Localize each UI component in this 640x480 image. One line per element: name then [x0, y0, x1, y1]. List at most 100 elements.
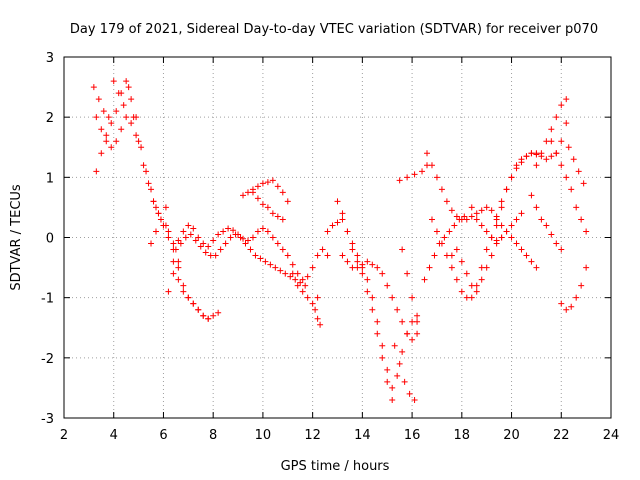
- series-t8: [249, 189, 286, 223]
- data-point: [478, 207, 485, 214]
- data-point: [279, 189, 286, 196]
- data-point: [215, 231, 222, 238]
- data-point: [192, 237, 199, 244]
- data-point: [578, 216, 585, 223]
- data-point: [558, 246, 565, 253]
- x-tick-label: 22: [553, 428, 570, 443]
- series-t10: [312, 306, 324, 328]
- data-point: [162, 204, 169, 211]
- data-point: [580, 180, 587, 187]
- data-point: [451, 222, 458, 229]
- data-point: [314, 252, 321, 259]
- series-t28: [148, 204, 169, 247]
- x-tick-label: 6: [159, 428, 167, 443]
- data-point: [339, 252, 346, 259]
- data-point: [324, 252, 331, 259]
- x-tick-label: 24: [603, 428, 620, 443]
- data-point: [215, 309, 222, 316]
- series-t21: [468, 204, 525, 244]
- data-point: [565, 144, 572, 151]
- data-point: [558, 300, 565, 307]
- data-point: [553, 240, 560, 247]
- data-point: [180, 228, 187, 235]
- data-point: [364, 288, 371, 295]
- data-point: [533, 204, 540, 211]
- data-point: [259, 201, 266, 208]
- data-point: [583, 228, 590, 235]
- data-point: [421, 276, 428, 283]
- data-point: [113, 108, 120, 115]
- data-point: [503, 228, 510, 235]
- data-point: [453, 246, 460, 253]
- data-point: [478, 276, 485, 283]
- data-point: [394, 306, 401, 313]
- data-point: [267, 261, 274, 268]
- data-point: [349, 240, 356, 247]
- y-axis-label: SDTVAR / TECUs: [9, 184, 24, 291]
- data-point: [384, 282, 391, 289]
- data-point: [195, 234, 202, 241]
- data-point: [297, 279, 304, 286]
- data-point: [284, 252, 291, 259]
- data-point: [185, 222, 192, 229]
- data-point: [272, 264, 279, 271]
- data-point: [369, 306, 376, 313]
- data-point: [533, 264, 540, 271]
- data-point: [399, 348, 406, 355]
- series-t22: [493, 120, 570, 229]
- data-point: [563, 174, 570, 181]
- data-point: [558, 138, 565, 145]
- data-point: [391, 342, 398, 349]
- data-point: [513, 165, 520, 172]
- data-point: [190, 300, 197, 307]
- data-point: [314, 315, 321, 322]
- data-point: [409, 294, 416, 301]
- x-tick-label: 4: [110, 428, 118, 443]
- data-point: [299, 276, 306, 283]
- data-point: [225, 225, 232, 232]
- data-point: [349, 246, 356, 253]
- data-point: [424, 150, 431, 157]
- data-point: [205, 315, 212, 322]
- data-point: [414, 312, 421, 319]
- data-point: [563, 96, 570, 103]
- data-point: [242, 240, 249, 247]
- series-t24: [533, 96, 570, 169]
- data-point: [528, 192, 535, 199]
- x-tick-label: 8: [209, 428, 217, 443]
- data-point: [379, 270, 386, 277]
- data-point: [488, 207, 495, 214]
- data-point: [404, 174, 411, 181]
- data-point: [483, 264, 490, 271]
- data-point: [498, 204, 505, 211]
- data-point: [548, 126, 555, 133]
- data-point: [399, 318, 406, 325]
- data-point: [140, 162, 147, 169]
- data-point: [354, 264, 361, 271]
- data-point: [227, 234, 234, 241]
- data-point: [120, 102, 127, 109]
- data-point: [128, 120, 135, 127]
- data-point: [155, 210, 162, 217]
- data-point: [175, 264, 182, 271]
- data-point: [274, 213, 281, 220]
- data-point: [100, 108, 107, 115]
- data-point: [548, 153, 555, 160]
- data-point: [108, 144, 115, 151]
- data-point: [414, 318, 421, 325]
- data-point: [93, 114, 100, 121]
- data-point: [354, 258, 361, 265]
- data-point: [513, 216, 520, 223]
- data-point: [165, 234, 172, 241]
- data-point: [573, 294, 580, 301]
- data-point: [468, 213, 475, 220]
- data-point: [389, 396, 396, 403]
- data-point: [249, 234, 256, 241]
- data-point: [523, 153, 530, 160]
- series-t16: [396, 162, 431, 184]
- data-point: [103, 138, 110, 145]
- data-point: [406, 390, 413, 397]
- data-points: [90, 78, 590, 403]
- data-point: [384, 378, 391, 385]
